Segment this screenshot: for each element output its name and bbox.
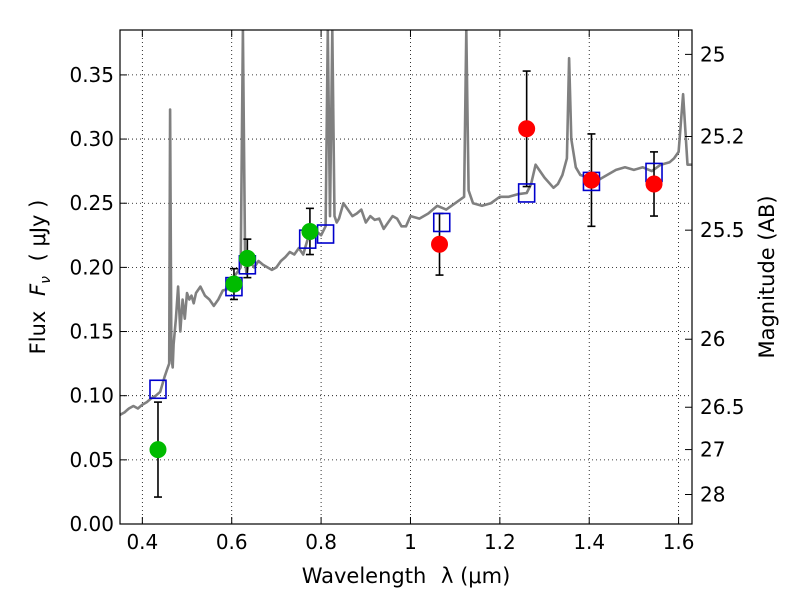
data-markers — [149, 120, 663, 459]
data-point — [518, 120, 536, 138]
spectrum-line — [120, 30, 692, 417]
right-axis-label: Magnitude (AB) — [755, 195, 779, 358]
y-axis-label: Flux Fν ( μJy ) — [26, 200, 55, 355]
data-point — [582, 171, 600, 189]
plot-frame — [119, 29, 693, 525]
data-point — [431, 235, 449, 253]
data-point — [301, 222, 319, 240]
y-tick-label: 0.00 — [69, 512, 114, 536]
right-tick-label: 26 — [700, 327, 725, 351]
right-tick-label: 25.2 — [700, 124, 745, 148]
y-axis-label-math: F — [26, 283, 50, 296]
x-tick-label: 1.2 — [484, 530, 516, 554]
x-axis-label-text: Wavelength — [302, 564, 427, 588]
y-tick-label: 0.05 — [69, 448, 114, 472]
x-tick-label: 0.8 — [305, 530, 337, 554]
y-tick-label: 0.15 — [69, 320, 114, 344]
y-tick-label: 0.35 — [69, 63, 114, 87]
data-point — [645, 175, 663, 193]
model-square — [432, 212, 451, 233]
y-tick-label: 0.20 — [69, 255, 114, 279]
right-tick-label: 25.5 — [700, 218, 745, 242]
right-tick-label: 26.5 — [700, 395, 745, 419]
right-tick-label: 27 — [700, 438, 725, 462]
x-tick-label: 0.6 — [216, 530, 248, 554]
x-tick-label: 1 — [404, 530, 417, 554]
model-square — [149, 379, 167, 400]
data-point — [225, 275, 243, 293]
y-axis-label-unit: ( μJy ) — [26, 200, 50, 262]
model-square — [517, 183, 536, 203]
right-tick-label: 28 — [700, 482, 725, 506]
x-tick-label: 1.6 — [663, 530, 695, 554]
y-tick-label: 0.10 — [69, 384, 114, 408]
y-tick-label: 0.30 — [69, 127, 114, 151]
right-tick-label: 25 — [700, 42, 725, 66]
y-axis-label-text: Flux — [26, 311, 50, 355]
data-point — [149, 441, 167, 459]
axis-ticks: 0.4 0.6 0.8 1 1.2 1.4 1.6 0.00 0.05 0.10 0.15 0.20 0… — [69, 30, 745, 554]
x-axis-label: Wavelength λ (μm) — [302, 564, 511, 588]
data-point — [238, 249, 256, 267]
x-axis-label-math: λ (μm) — [441, 564, 510, 588]
x-tick-label: 0.4 — [126, 530, 158, 554]
y-tick-label: 0.25 — [69, 191, 114, 215]
plot-area — [120, 30, 692, 417]
x-tick-label: 1.4 — [573, 530, 605, 554]
y-axis-label-sub: ν — [38, 276, 54, 284]
grid-lines — [120, 30, 692, 525]
